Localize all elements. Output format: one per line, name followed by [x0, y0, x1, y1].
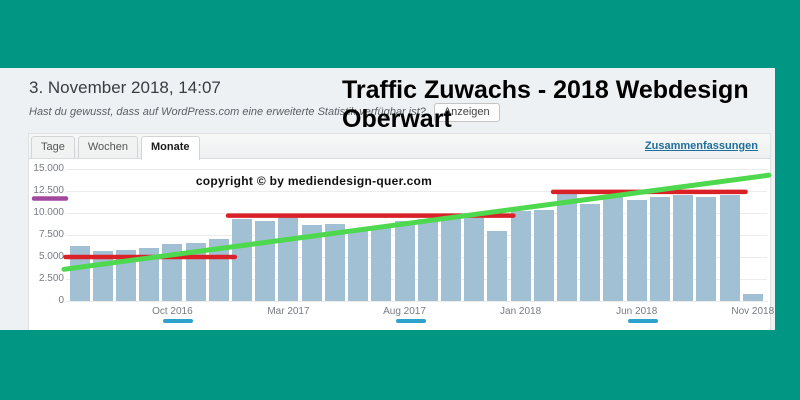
gridline-0 — [66, 301, 767, 302]
gridline-2.500 — [66, 279, 767, 280]
x-axis-label-jan-2018: Jan 2018 — [500, 306, 542, 317]
bar-may-2018[interactable] — [603, 196, 624, 301]
x-axis-label-jun-2018: Jun 2018 — [616, 306, 658, 317]
copyright-watermark: copyright © by mediendesign-quer.com — [195, 174, 433, 188]
bar-may-2017[interactable] — [324, 224, 345, 301]
stats-panel: Tage Wochen Monate Zusammenfassungen copyr… — [28, 133, 774, 332]
wordpress-hint-row: Hast du gewusst, dass auf WordPress.com … — [29, 102, 500, 122]
bar-mar-2018[interactable] — [557, 193, 578, 301]
bar-dec-2017[interactable] — [487, 231, 508, 301]
bar-jun-2018[interactable] — [626, 200, 647, 301]
bar-jul-2016[interactable] — [92, 250, 113, 301]
zusammenfassungen-link[interactable]: Zusammenfassungen — [644, 140, 758, 152]
frame-bottom — [0, 330, 800, 400]
bar-jan-2017[interactable] — [232, 218, 253, 301]
y-axis-label-7.500: 7.500 — [38, 229, 64, 240]
bar-aug-2017[interactable] — [394, 220, 415, 301]
bar-jan-2018[interactable] — [510, 211, 531, 301]
date-heading: 3. November 2018, 14:07 — [29, 78, 221, 97]
bar-sep-2016[interactable] — [139, 247, 160, 301]
bar-apr-2018[interactable] — [580, 204, 601, 301]
bar-oct-2018[interactable] — [719, 194, 740, 301]
x-axis-label-aug-2017: Aug 2017 — [383, 306, 426, 317]
tab-monate[interactable]: Monate — [141, 136, 200, 160]
y-axis-label-2.500: 2.500 — [38, 273, 64, 284]
bar-jun-2017[interactable] — [348, 231, 369, 301]
y-axis-label-10.000: 10.000 — [33, 207, 64, 218]
y-axis-label-15.000: 15.000 — [33, 163, 64, 174]
y-axis-label-0: 0 — [58, 295, 64, 306]
bar-aug-2018[interactable] — [673, 194, 694, 301]
bar-feb-2017[interactable] — [255, 220, 276, 301]
frame-top — [0, 0, 800, 68]
wordpress-hint-text: Hast du gewusst, dass auf WordPress.com … — [29, 106, 426, 118]
x-axis-label-oct-2016: Oct 2016 — [152, 306, 193, 317]
bar-jul-2017[interactable] — [371, 225, 392, 301]
anzeigen-button[interactable]: Anzeigen — [433, 102, 500, 122]
y-axis-label-12.500: 12.500 — [33, 185, 64, 196]
bar-oct-2016[interactable] — [162, 244, 183, 301]
bar-feb-2018[interactable] — [533, 210, 554, 301]
bar-jul-2018[interactable] — [649, 197, 670, 301]
bar-nov-2017[interactable] — [464, 217, 485, 301]
bar-apr-2017[interactable] — [301, 225, 322, 301]
x-axis-highlight-marker-oct-2016 — [163, 319, 194, 323]
bar-mar-2017[interactable] — [278, 215, 299, 301]
bar-oct-2017[interactable] — [440, 216, 461, 301]
x-axis-highlight-marker-aug-2017 — [395, 319, 426, 323]
x-axis-label-mar-2017: Mar 2017 — [267, 306, 310, 317]
bar-aug-2016[interactable] — [115, 249, 136, 301]
bar-jun-2016[interactable] — [69, 246, 90, 301]
tab-list: Tage Wochen Monate — [31, 136, 200, 160]
bar-dec-2016[interactable] — [208, 238, 229, 301]
x-axis-label-nov-2018: Nov 2018 — [731, 306, 775, 317]
bar-sep-2018[interactable] — [696, 197, 717, 301]
bar-sep-2017[interactable] — [417, 219, 438, 301]
gridline-12.500 — [66, 191, 767, 192]
bar-nov-2018[interactable] — [742, 293, 763, 301]
y-axis-label-5.000: 5.000 — [38, 251, 64, 262]
gridline-15.000 — [66, 169, 767, 170]
tab-tage[interactable]: Tage — [31, 136, 75, 158]
x-axis-highlight-marker-jun-2018 — [627, 319, 658, 323]
tab-wochen[interactable]: Wochen — [77, 136, 139, 158]
bar-nov-2016[interactable] — [185, 242, 206, 301]
page-title: Traffic Zuwachs - 2018 Webdesign Oberwar… — [342, 76, 749, 133]
